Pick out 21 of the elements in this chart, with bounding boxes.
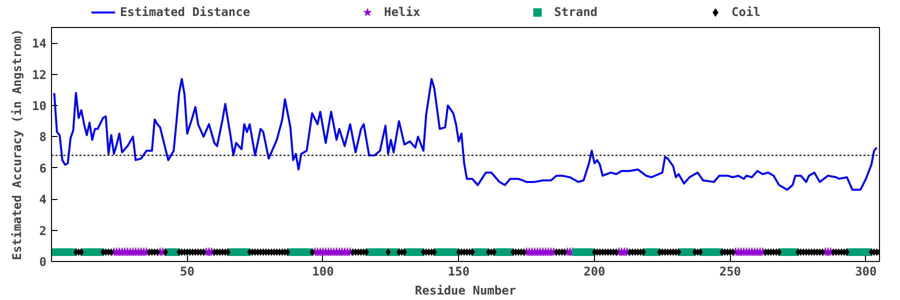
line-series (53, 78, 878, 191)
y-tick-label: 6 (39, 161, 47, 176)
x-tick-label: 50 (180, 264, 194, 278)
x-tick-label: 200 (584, 264, 606, 278)
y-tick-label: 2 (39, 224, 47, 238)
x-tick-label: 300 (855, 264, 877, 278)
y-tick-label: 10 (32, 99, 47, 113)
x-axis-title: Residue Number (414, 284, 516, 298)
y-tick-label: 0 (39, 255, 47, 269)
legend-label: Helix (384, 5, 420, 19)
legend-label: Strand (554, 5, 598, 19)
y-tick-label: 12 (32, 68, 47, 82)
y-tick-label: 14 (32, 36, 47, 51)
legend-label: Coil (732, 5, 760, 19)
y-tick-label: 4 (39, 192, 47, 207)
x-tick-label: 100 (312, 264, 334, 278)
legend-label: Estimated Distance (120, 5, 250, 19)
y-tick-label: 8 (39, 130, 47, 144)
x-tick-label: 150 (448, 264, 470, 278)
x-tick-label: 250 (719, 264, 742, 278)
y-axis-title: Estimated Accuracy (in Angstrom) (10, 28, 24, 260)
